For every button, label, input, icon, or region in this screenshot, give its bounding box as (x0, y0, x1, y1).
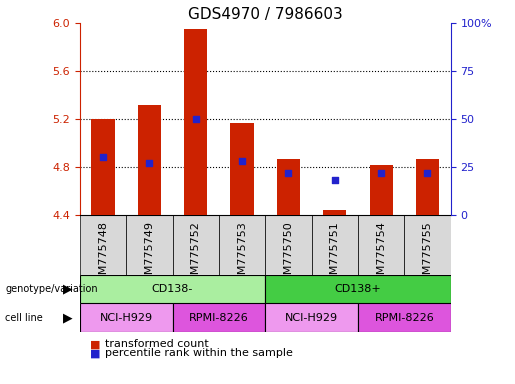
Text: GSM775751: GSM775751 (330, 221, 340, 289)
Text: GSM775755: GSM775755 (422, 221, 433, 289)
Point (145, 160, 153, 166)
FancyBboxPatch shape (265, 215, 312, 275)
Bar (416, 159, 439, 215)
Point (423, 170, 432, 176)
Text: RPMI-8226: RPMI-8226 (189, 313, 249, 323)
Point (99, 154, 107, 161)
Point (192, 116, 200, 122)
Text: transformed count: transformed count (105, 339, 208, 349)
Bar (323, 210, 346, 215)
Text: NCI-H929: NCI-H929 (285, 313, 338, 323)
Point (331, 177, 339, 184)
Text: NCI-H929: NCI-H929 (99, 313, 153, 323)
Bar (231, 122, 253, 215)
FancyBboxPatch shape (358, 215, 404, 275)
FancyBboxPatch shape (80, 215, 126, 275)
Text: percentile rank within the sample: percentile rank within the sample (105, 348, 293, 358)
Title: GDS4970 / 7986603: GDS4970 / 7986603 (188, 7, 342, 22)
Bar (92, 119, 114, 215)
Text: ▶: ▶ (62, 283, 72, 295)
Point (284, 170, 293, 176)
Text: CD138-: CD138- (152, 284, 193, 294)
FancyBboxPatch shape (80, 275, 265, 303)
Bar (184, 29, 207, 215)
Text: GSM775752: GSM775752 (191, 221, 201, 289)
FancyBboxPatch shape (219, 215, 265, 275)
FancyBboxPatch shape (126, 215, 173, 275)
Text: genotype/variation: genotype/variation (5, 284, 98, 294)
Text: GSM775754: GSM775754 (376, 221, 386, 289)
Text: ▶: ▶ (62, 311, 72, 324)
Point (238, 158, 246, 164)
Text: CD138+: CD138+ (335, 284, 381, 294)
Text: GSM775753: GSM775753 (237, 221, 247, 289)
Text: ■: ■ (90, 348, 100, 358)
Bar (277, 159, 300, 215)
FancyBboxPatch shape (265, 303, 358, 332)
FancyBboxPatch shape (173, 215, 219, 275)
FancyBboxPatch shape (173, 303, 265, 332)
FancyBboxPatch shape (312, 215, 358, 275)
FancyBboxPatch shape (358, 303, 451, 332)
FancyBboxPatch shape (404, 215, 451, 275)
Text: GSM775750: GSM775750 (283, 221, 294, 289)
Text: ■: ■ (90, 339, 100, 349)
Text: RPMI-8226: RPMI-8226 (374, 313, 434, 323)
Text: GSM775748: GSM775748 (98, 221, 108, 289)
FancyBboxPatch shape (80, 303, 173, 332)
Text: cell line: cell line (5, 313, 43, 323)
Point (377, 170, 385, 176)
Bar (369, 165, 392, 215)
Text: GSM775749: GSM775749 (144, 221, 154, 289)
FancyBboxPatch shape (265, 275, 451, 303)
Bar (138, 105, 161, 215)
